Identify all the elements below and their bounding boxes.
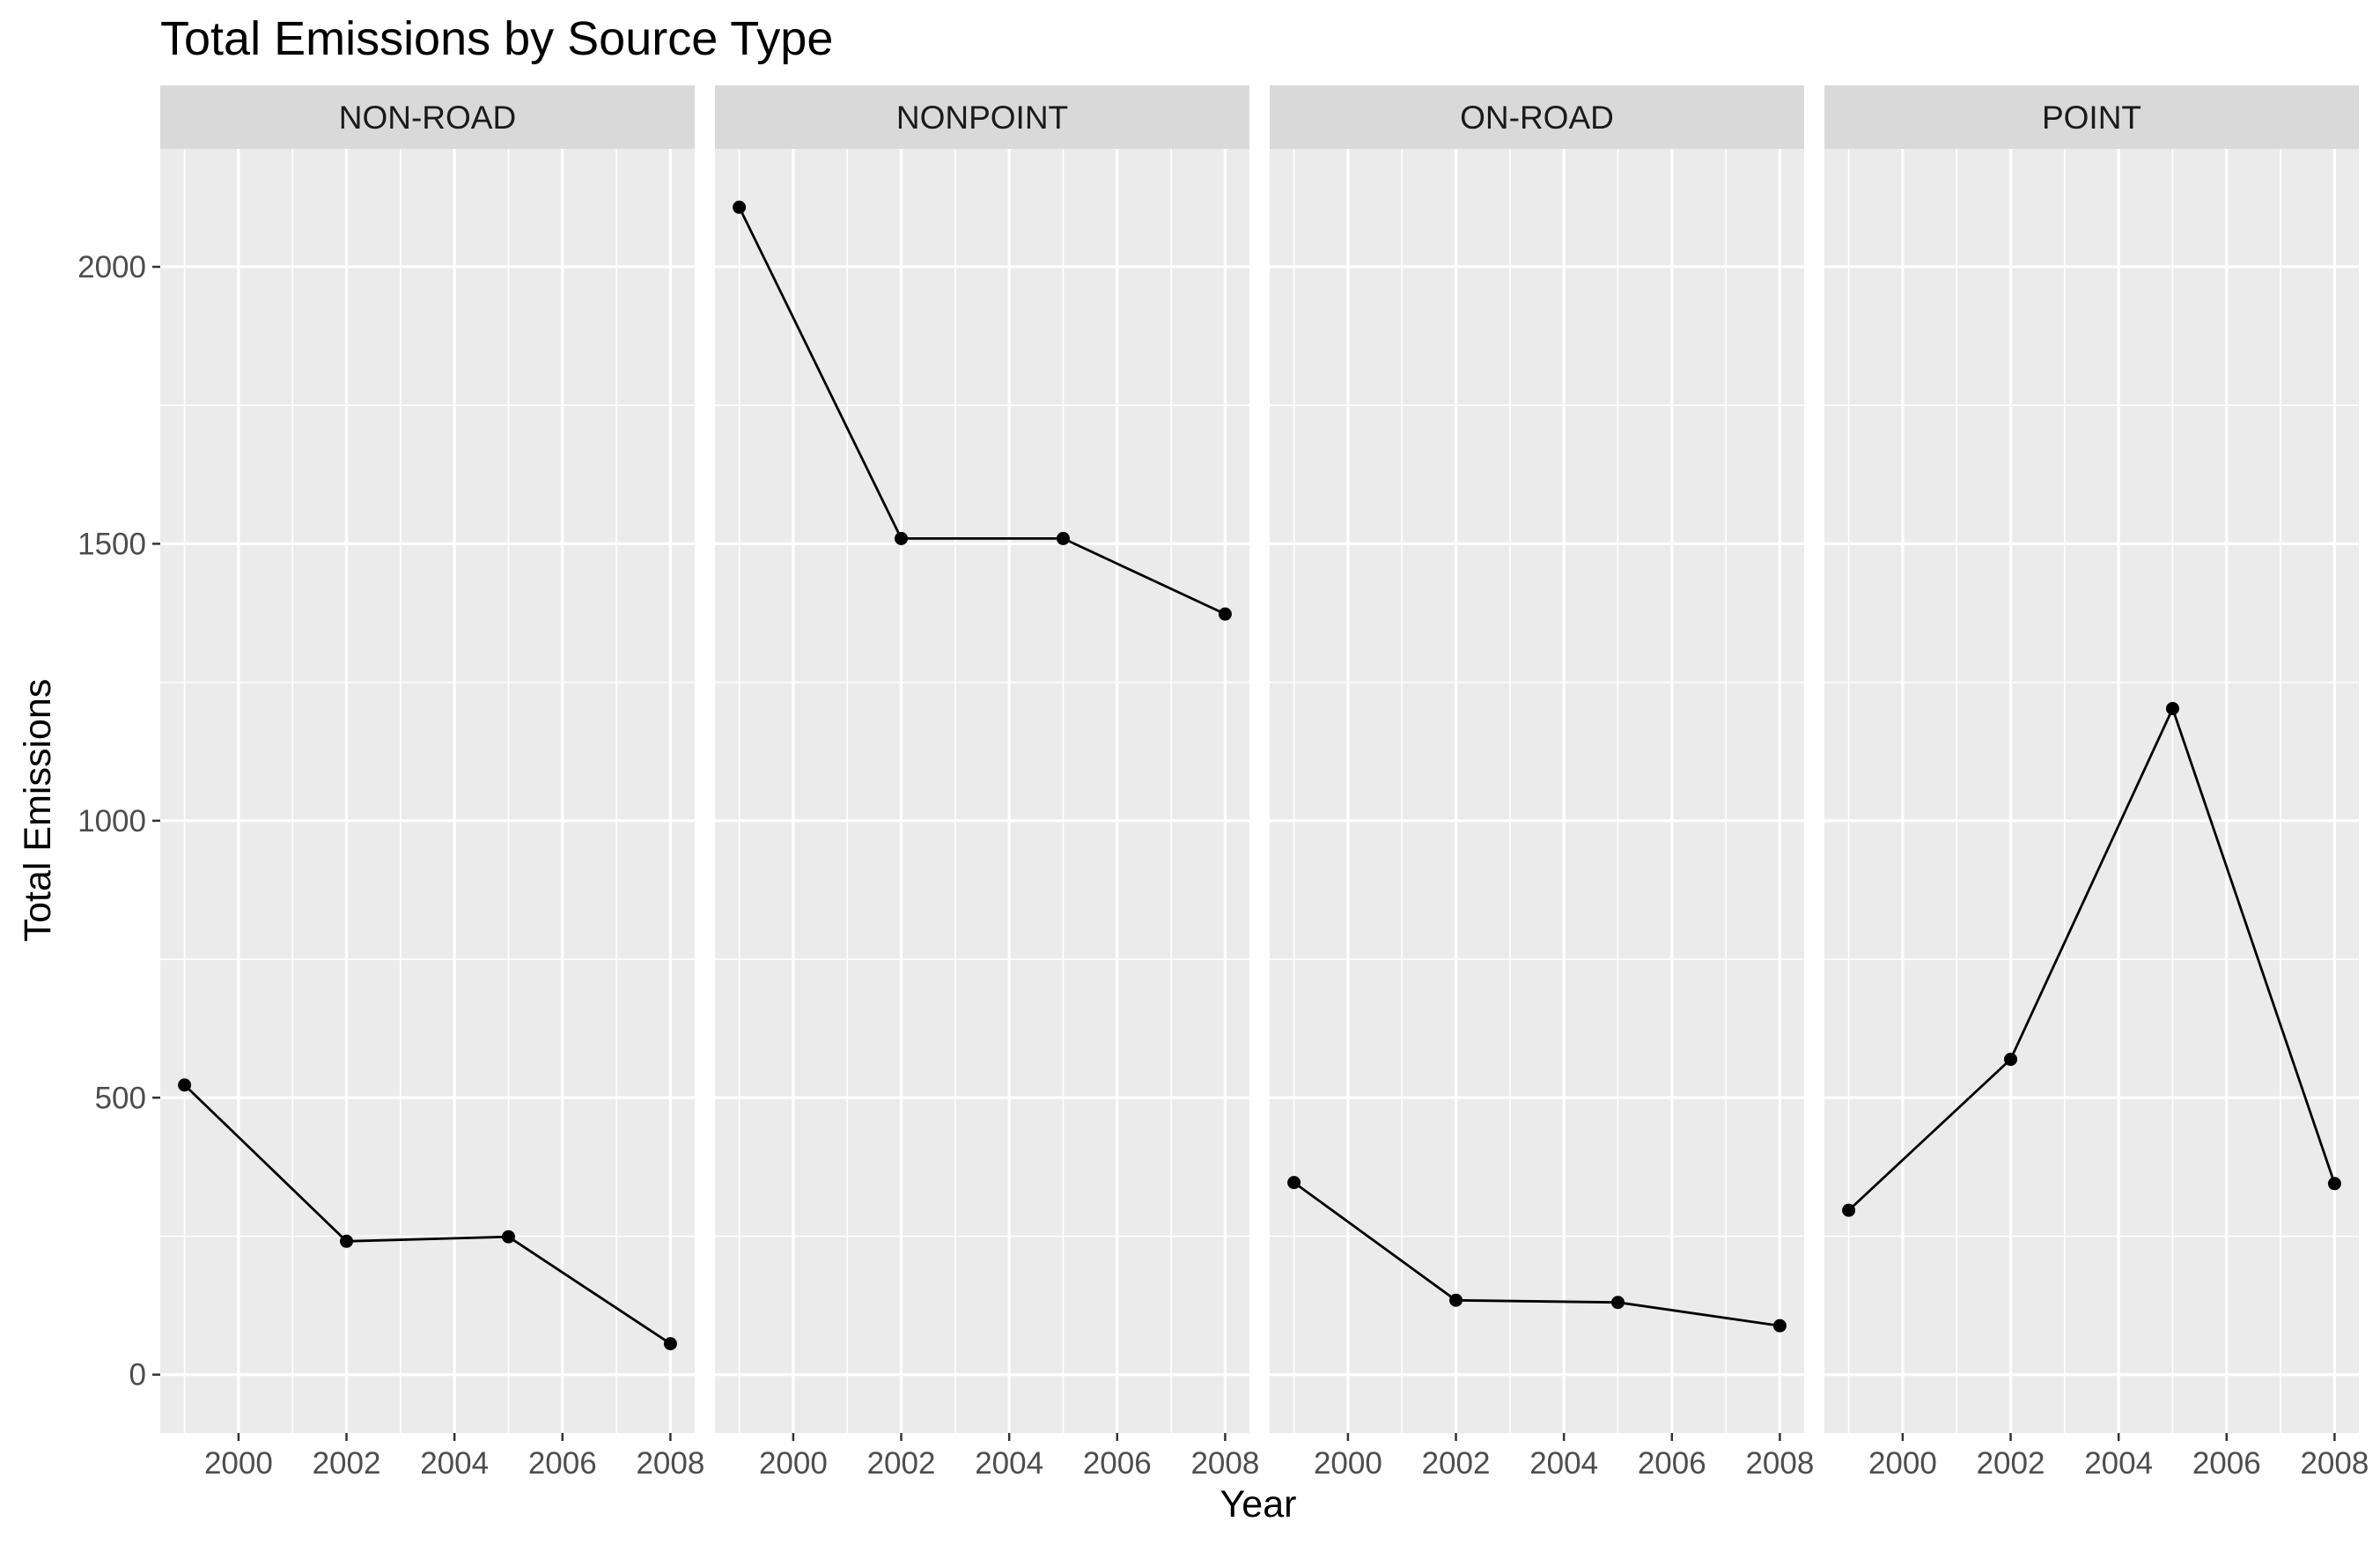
x-tick-label: 2000 bbox=[204, 1446, 273, 1481]
x-tick-label: 2002 bbox=[313, 1446, 381, 1481]
x-tick-label: 2006 bbox=[2192, 1446, 2261, 1481]
facet-panels: NON-ROAD 2000 2002 2004 2006 2008 NONPOINT 2000… bbox=[160, 85, 2369, 1481]
data-point bbox=[2165, 701, 2179, 715]
panel-background bbox=[1824, 149, 2359, 1433]
series-line-point bbox=[1847, 705, 2336, 1212]
y-axis: 0 500 1000 1500 2000 bbox=[77, 250, 160, 1393]
y-tick-label: 1500 bbox=[77, 527, 146, 561]
y-axis-title: Total Emissions bbox=[17, 679, 59, 942]
data-point bbox=[895, 531, 909, 545]
x-tick-label: 2006 bbox=[1638, 1446, 1706, 1481]
data-point bbox=[1610, 1296, 1625, 1310]
series-line-non-road bbox=[183, 1083, 672, 1345]
panel-background bbox=[160, 149, 695, 1433]
strip-label: POINT bbox=[2042, 100, 2141, 136]
x-tick-label: 2006 bbox=[1083, 1446, 1152, 1481]
data-point bbox=[733, 200, 747, 214]
data-point bbox=[663, 1337, 677, 1351]
x-tick-label: 2002 bbox=[1422, 1446, 1491, 1481]
x-tick-label: 2002 bbox=[1977, 1446, 2045, 1481]
y-tick-label: 0 bbox=[129, 1358, 146, 1393]
data-point bbox=[1218, 607, 1232, 621]
data-point bbox=[1056, 531, 1070, 545]
facet-panel-non-road: NON-ROAD 2000 2002 2004 2006 2008 bbox=[160, 85, 704, 1481]
panel-background bbox=[1270, 149, 1804, 1433]
x-tick-label: 2004 bbox=[1529, 1446, 1598, 1481]
x-tick-label: 2008 bbox=[2300, 1446, 2369, 1481]
data-point bbox=[1842, 1203, 1856, 1217]
data-point bbox=[178, 1078, 192, 1092]
data-point bbox=[501, 1230, 515, 1244]
x-tick-label: 2000 bbox=[1868, 1446, 1937, 1481]
strip-background bbox=[1270, 85, 1804, 149]
x-tick-label: 2008 bbox=[1745, 1446, 1814, 1481]
chart-title: Total Emissions by Source Type bbox=[160, 12, 833, 65]
strip-label: NONPOINT bbox=[896, 100, 1068, 136]
x-axis-title: Year bbox=[1220, 1483, 1297, 1526]
x-tick-label: 2004 bbox=[420, 1446, 489, 1481]
strip-background bbox=[1824, 85, 2359, 149]
data-point bbox=[1772, 1319, 1787, 1333]
series-line-on-road bbox=[1293, 1181, 1780, 1327]
x-tick-label: 2008 bbox=[636, 1446, 704, 1481]
x-tick-label: 2004 bbox=[2084, 1446, 2153, 1481]
data-point bbox=[340, 1234, 354, 1248]
facet-panel-nonpoint: NONPOINT 2000 2002 2004 2006 2008 bbox=[715, 85, 1259, 1481]
y-tick-label: 2000 bbox=[77, 250, 146, 284]
strip-label: ON-ROAD bbox=[1460, 100, 1614, 136]
x-tick-label: 2004 bbox=[975, 1446, 1043, 1481]
x-tick-label: 2006 bbox=[528, 1446, 597, 1481]
x-tick-label: 2000 bbox=[759, 1446, 828, 1481]
series-line-nonpoint bbox=[738, 206, 1226, 616]
strip-background bbox=[160, 85, 695, 149]
data-point bbox=[2004, 1053, 2018, 1067]
x-tick-label: 2000 bbox=[1314, 1446, 1382, 1481]
data-point bbox=[1287, 1176, 1301, 1190]
y-tick-label: 500 bbox=[95, 1081, 146, 1115]
strip-label: NON-ROAD bbox=[339, 100, 516, 136]
y-tick-label: 1000 bbox=[77, 804, 146, 838]
strip-background bbox=[715, 85, 1249, 149]
panel-background bbox=[715, 149, 1249, 1433]
facet-panel-point: POINT 2000 2002 2004 2006 2008 bbox=[1824, 85, 2369, 1481]
x-tick-label: 2002 bbox=[867, 1446, 936, 1481]
data-point bbox=[2327, 1177, 2341, 1191]
x-tick-label: 2008 bbox=[1190, 1446, 1259, 1481]
data-point bbox=[1449, 1293, 1463, 1307]
facet-panel-on-road: ON-ROAD 2000 2002 2004 2006 2008 bbox=[1270, 85, 1814, 1481]
